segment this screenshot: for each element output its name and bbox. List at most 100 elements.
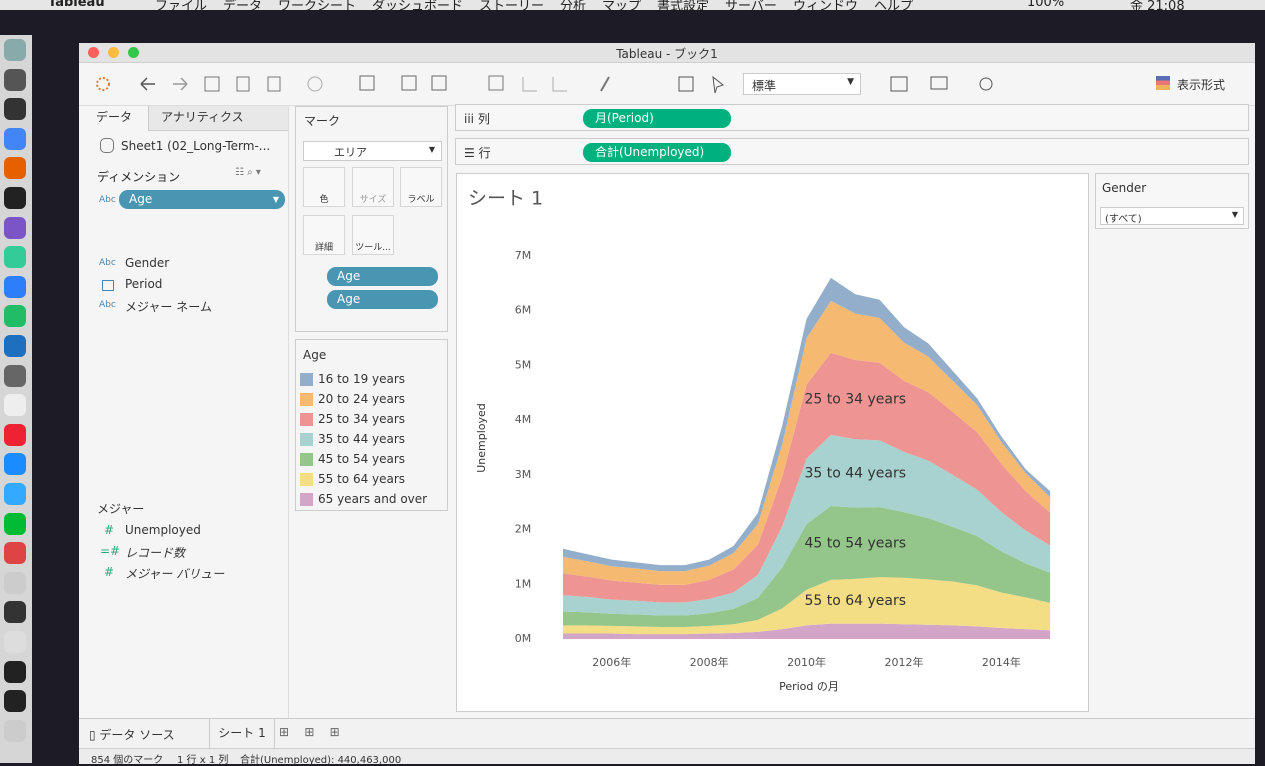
- tableau-window: Tableau - ブック1 標準 ▼ 表示形式: [79, 43, 1255, 766]
- data-source-tab[interactable]: ▯ データ ソース: [89, 728, 175, 742]
- filter-dropdown[interactable]: (すべて) ▼: [1100, 207, 1244, 225]
- x-tick-label: 2006年: [592, 655, 631, 669]
- columns-shelf: iii 列 月(Period): [455, 104, 1249, 131]
- legend-swatch: [300, 373, 313, 386]
- dock-icon[interactable]: [4, 719, 26, 742]
- window-title: Tableau - ブック1: [616, 47, 718, 61]
- field-name[interactable]: Gender: [125, 256, 170, 270]
- area-label: 55 to 64 years: [804, 593, 906, 609]
- menu-item: 書式設定: [657, 0, 710, 10]
- legend-label[interactable]: 20 to 24 years: [318, 392, 406, 406]
- legend-label[interactable]: 65 years and over: [318, 492, 428, 506]
- dock-icon[interactable]: [4, 394, 26, 417]
- label-button[interactable]: ラベル: [400, 167, 442, 207]
- dock-icon[interactable]: [4, 483, 26, 505]
- y-axis-title: Unemployed: [475, 403, 488, 473]
- menu-item: 分析: [560, 0, 587, 10]
- menu-item: ワークシート: [278, 0, 357, 10]
- dock-icon[interactable]: [4, 453, 26, 476]
- analytics-tab[interactable]: アナリティクス: [148, 106, 288, 131]
- legend-label[interactable]: 35 to 44 years: [318, 432, 406, 446]
- dock-icon[interactable]: [4, 68, 26, 91]
- y-tick-label: 2M: [515, 523, 532, 536]
- dock-icon[interactable]: [4, 364, 26, 387]
- y-tick-label: 3M: [515, 468, 532, 481]
- area: [563, 506, 1051, 627]
- size-button[interactable]: サイズ: [352, 167, 394, 207]
- columns-pill[interactable]: 月(Period): [583, 109, 731, 128]
- dock: [0, 35, 32, 763]
- x-tick-label: 2014年: [982, 655, 1021, 669]
- field-pill[interactable]: Age ▼: [119, 190, 285, 209]
- filter-title: Gender: [1102, 181, 1147, 195]
- filter-value: (すべて): [1105, 214, 1142, 225]
- dock-icon[interactable]: [4, 601, 26, 624]
- field-type-icon: Abc: [99, 258, 116, 268]
- dock-icon[interactable]: [4, 98, 26, 121]
- mark-type-dropdown[interactable]: エリア ▼: [303, 141, 442, 161]
- dock-icon[interactable]: [4, 157, 26, 180]
- dock-icon[interactable]: [4, 127, 26, 150]
- detail-button[interactable]: 詳細: [303, 215, 345, 255]
- area: [563, 300, 1051, 585]
- area: [563, 623, 1051, 639]
- fit-value: 標準: [752, 79, 777, 93]
- new-sheet-buttons[interactable]: ⊞ ⊞ ⊞: [279, 725, 340, 739]
- dock-icon[interactable]: [4, 216, 26, 239]
- menu-item: ウィンドウ: [793, 0, 859, 10]
- color-button[interactable]: 色: [303, 167, 345, 207]
- dock-icon[interactable]: [4, 542, 26, 565]
- legend-label[interactable]: 25 to 34 years: [318, 412, 406, 426]
- pane-icons: ☷ ⌕ ▾: [235, 167, 261, 178]
- show-me-button[interactable]: 表示形式: [1177, 78, 1226, 92]
- dock-icon[interactable]: [4, 423, 26, 446]
- field-name[interactable]: メジャー バリュー: [125, 567, 225, 581]
- field-name[interactable]: レコード数: [125, 546, 186, 560]
- dock-icon[interactable]: [4, 39, 26, 61]
- field-name[interactable]: メジャー ネーム: [125, 300, 212, 314]
- battery-percent: 100%: [1027, 0, 1065, 10]
- chart-title: シート 1: [468, 188, 543, 210]
- dock-icon[interactable]: [4, 246, 26, 269]
- menu-item: サーバー: [725, 0, 777, 10]
- rows-pill[interactable]: 合計(Unemployed): [583, 143, 731, 162]
- dock-icon[interactable]: [4, 512, 26, 535]
- dock-icon[interactable]: [4, 690, 26, 713]
- dock-icon[interactable]: [4, 275, 26, 298]
- area: [563, 352, 1051, 603]
- legend-label[interactable]: 16 to 19 years: [318, 372, 406, 386]
- legend-swatch: [300, 493, 313, 506]
- filter-card: Gender (すべて) ▼: [1095, 173, 1249, 229]
- y-tick-label: 5M: [515, 358, 532, 371]
- dock-icon[interactable]: [4, 335, 26, 357]
- legend-swatch: [300, 453, 313, 466]
- section-title: メジャー: [97, 502, 145, 516]
- mark-pill[interactable]: Age: [327, 267, 438, 286]
- date-icon: [102, 280, 114, 291]
- sheet-tab[interactable]: シート 1: [209, 719, 275, 748]
- tooltip-button[interactable]: ツール...: [352, 215, 394, 255]
- data-tab[interactable]: データ: [80, 106, 148, 132]
- field-type-icon: Abc: [99, 300, 116, 310]
- dock-icon[interactable]: [4, 660, 26, 683]
- close-button[interactable]: [88, 47, 99, 58]
- mark-pill[interactable]: Age: [327, 290, 438, 309]
- legend-label[interactable]: 45 to 54 years: [318, 452, 406, 466]
- field-name[interactable]: Unemployed: [125, 523, 201, 537]
- zoom-button[interactable]: [128, 47, 139, 58]
- dock-icon[interactable]: [4, 571, 26, 594]
- y-tick-label: 6M: [515, 304, 532, 317]
- data-pane: データ アナリティクス Sheet1 (02_Long-Term-... ディメ…: [80, 106, 289, 718]
- legend-swatch: [300, 473, 313, 486]
- dock-icon[interactable]: [4, 631, 26, 653]
- field-name[interactable]: Period: [125, 277, 163, 291]
- datasource-name[interactable]: Sheet1 (02_Long-Term-...: [121, 139, 271, 153]
- dock-icon[interactable]: [4, 305, 26, 328]
- fit-dropdown[interactable]: 標準 ▼: [743, 73, 861, 95]
- pill-text: 合計(Unemployed): [595, 145, 705, 159]
- dock-icon[interactable]: [4, 187, 26, 209]
- minimize-button[interactable]: [108, 47, 119, 58]
- legend-label[interactable]: 55 to 64 years: [318, 472, 406, 486]
- shelf-name: 列: [477, 112, 490, 126]
- show-me-icon: [1156, 76, 1170, 90]
